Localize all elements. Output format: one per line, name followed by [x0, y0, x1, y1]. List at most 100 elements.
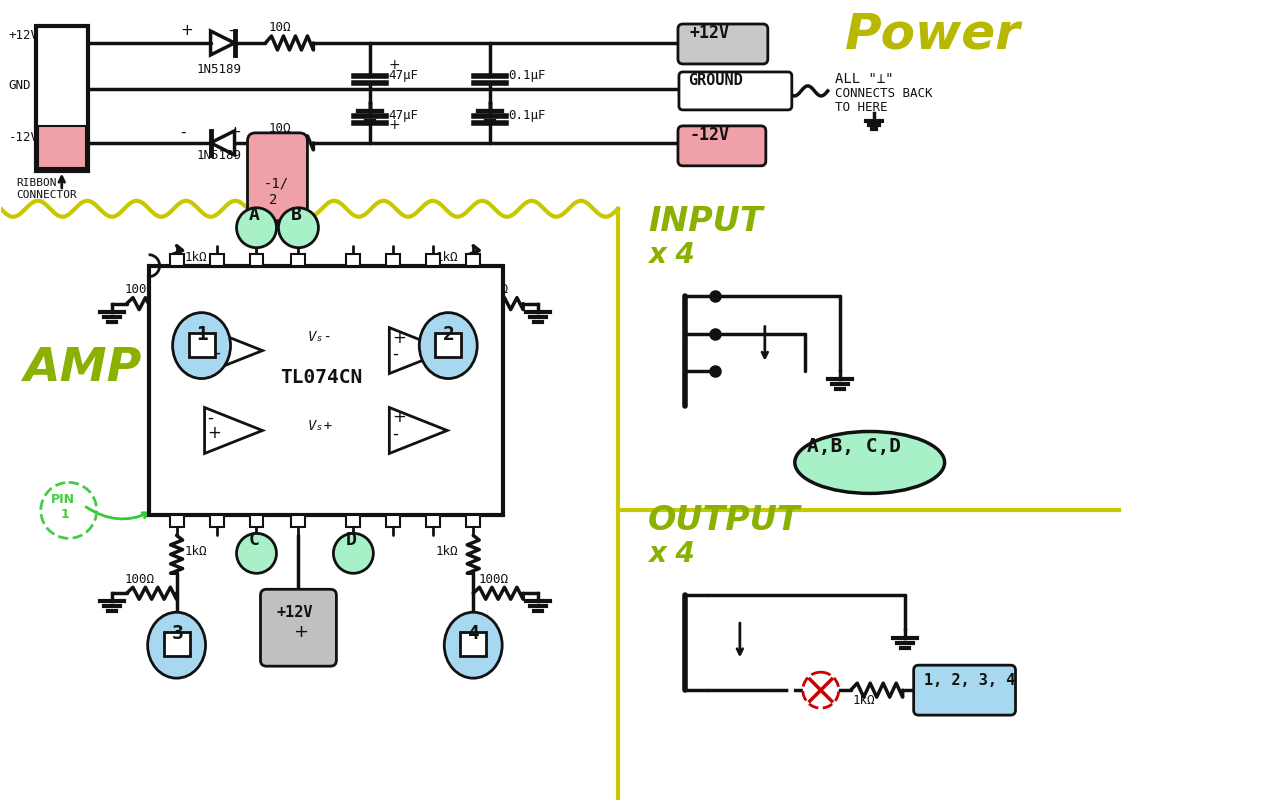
Text: +12V: +12V [276, 606, 314, 620]
Bar [210, 254, 224, 266]
FancyBboxPatch shape [678, 126, 765, 166]
Text: 2: 2 [443, 325, 454, 343]
Text: 3: 3 [172, 624, 183, 643]
Text: 10Ω: 10Ω [269, 122, 291, 135]
Text: 4: 4 [468, 624, 480, 643]
Text: 1: 1 [60, 508, 69, 522]
Text: -: - [393, 425, 398, 442]
Text: -: - [207, 409, 214, 426]
Text: x 4: x 4 [648, 540, 695, 568]
Text: 47µF: 47µF [388, 109, 419, 122]
Text: OUTPUT: OUTPUT [648, 504, 800, 538]
Text: 1N5189: 1N5189 [197, 149, 242, 162]
Bar [188, 333, 215, 357]
Text: -: - [393, 345, 398, 362]
Text: TO HERE: TO HERE [835, 101, 887, 114]
Bar [461, 632, 486, 656]
Text: 1kΩ: 1kΩ [435, 250, 458, 264]
Bar [250, 254, 264, 266]
Bar [292, 515, 306, 527]
Ellipse shape [147, 612, 206, 678]
Text: GROUND: GROUND [687, 73, 742, 88]
Text: -: - [229, 23, 234, 38]
Bar [170, 515, 183, 527]
Text: 100Ω: 100Ω [479, 574, 508, 586]
Text: 1N5189: 1N5189 [197, 63, 242, 76]
Ellipse shape [420, 313, 477, 378]
FancyBboxPatch shape [261, 590, 337, 666]
Bar [466, 515, 480, 527]
Bar [38, 126, 86, 168]
FancyBboxPatch shape [678, 72, 792, 110]
Circle shape [279, 208, 319, 248]
Text: A,B, C,D: A,B, C,D [806, 438, 901, 457]
Text: A: A [248, 206, 260, 224]
Text: CONNECTS BACK: CONNECTS BACK [835, 87, 932, 100]
Text: +: + [207, 425, 221, 442]
FancyBboxPatch shape [678, 24, 768, 64]
Text: 1kΩ: 1kΩ [852, 694, 876, 707]
Bar [426, 254, 440, 266]
Text: +: + [207, 345, 221, 362]
Bar [387, 515, 401, 527]
Bar [250, 515, 264, 527]
Text: 100Ω: 100Ω [479, 282, 508, 296]
Text: Vₛ+: Vₛ+ [307, 419, 333, 434]
Bar [466, 254, 480, 266]
FancyBboxPatch shape [914, 665, 1015, 715]
Text: -: - [207, 329, 214, 346]
Circle shape [333, 534, 374, 574]
Circle shape [237, 534, 276, 574]
Bar [148, 266, 503, 515]
Text: x 4: x 4 [648, 241, 695, 269]
Ellipse shape [173, 313, 230, 378]
Text: +: + [388, 118, 399, 132]
Text: 1kΩ: 1kΩ [435, 546, 458, 558]
Text: 1kΩ: 1kΩ [184, 250, 207, 264]
Text: +: + [180, 23, 193, 38]
Text: RIBBON: RIBBON [15, 178, 56, 188]
Circle shape [237, 208, 276, 248]
Text: D: D [346, 531, 356, 550]
Bar [347, 515, 361, 527]
Text: INPUT: INPUT [648, 205, 763, 238]
Bar [210, 515, 224, 527]
Text: AMP: AMP [23, 346, 141, 390]
Text: C: C [248, 531, 260, 550]
Text: Power: Power [845, 11, 1020, 59]
Text: B: B [291, 206, 301, 224]
Text: +: + [393, 409, 406, 426]
Text: 1, 2, 3, 4: 1, 2, 3, 4 [924, 673, 1015, 688]
Text: 1kΩ: 1kΩ [184, 546, 207, 558]
Text: Vₛ-: Vₛ- [307, 330, 333, 343]
Text: GND: GND [9, 79, 31, 92]
FancyBboxPatch shape [247, 133, 307, 221]
Bar [170, 254, 183, 266]
Text: TL074CN: TL074CN [280, 367, 362, 386]
Ellipse shape [795, 431, 945, 494]
Bar [347, 254, 361, 266]
Text: 0.1µF: 0.1µF [508, 109, 545, 122]
Bar [435, 333, 461, 357]
Bar [387, 254, 401, 266]
Text: -1/: -1/ [264, 177, 288, 190]
Text: +: + [393, 329, 406, 346]
Text: PIN: PIN [51, 494, 74, 506]
Bar [292, 254, 306, 266]
Text: 100Ω: 100Ω [124, 282, 155, 296]
Text: 0.1µF: 0.1µF [508, 69, 545, 82]
Text: -: - [180, 125, 186, 140]
Text: 100Ω: 100Ω [124, 574, 155, 586]
Text: 1: 1 [197, 325, 209, 343]
Text: 2: 2 [270, 193, 278, 206]
Text: CONNECTOR: CONNECTOR [15, 190, 77, 200]
Ellipse shape [444, 612, 502, 678]
Bar [426, 515, 440, 527]
Text: +: + [388, 58, 399, 72]
Text: +: + [293, 623, 308, 642]
Text: +12V: +12V [690, 24, 730, 42]
Text: -12V: -12V [690, 126, 730, 144]
Text: -12V: -12V [9, 131, 38, 144]
Text: 47µF: 47µF [388, 69, 419, 82]
Bar [36, 26, 88, 171]
